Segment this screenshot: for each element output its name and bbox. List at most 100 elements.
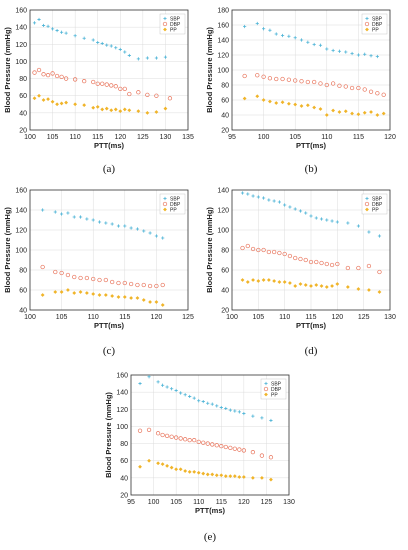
data-point-pp [163,106,168,111]
data-point-pp [41,98,46,102]
y-tick-label: 20 [19,128,27,135]
data-point-pp [55,102,59,107]
data-point-sbp [256,195,260,199]
data-point-sbp [325,218,329,222]
chart-panel-b: 20 40 60 80 100 120 140 160 180 95 100 105 110 115 120… [205,8,396,176]
data-point-dbp [113,84,118,89]
data-point-sbp [154,56,158,60]
y-tick-label: 60 [19,93,27,100]
x-tick-label: 110 [88,314,99,321]
data-point-dbp [255,73,260,78]
y-tick-label: 80 [19,76,27,83]
data-point-dbp [368,89,374,94]
x-tick-label: 100 [24,134,36,141]
data-point-pp [82,103,87,108]
data-point-pp [314,283,319,287]
data-point-sbp [262,196,266,200]
data-point-dbp [274,76,279,82]
data-point-sbp [96,40,100,45]
legend-marker-sbp [365,16,369,21]
x-tick-label: 115 [353,134,364,141]
data-point-dbp [91,276,96,282]
data-point-dbp [343,84,348,89]
data-point-dbp [299,79,304,84]
data-point-dbp [59,270,64,276]
data-point-pp [305,103,310,108]
data-point-pp [205,472,210,477]
data-point-dbp [356,265,361,271]
legend-marker-dbp [364,21,370,27]
y-tick-label: 80 [120,441,128,448]
legend-marker-sbp [365,196,369,201]
data-point-pp [53,290,58,294]
x-axis-label: PTT(ms) [94,321,125,330]
data-point-sbp [46,24,50,28]
data-point-pp [64,100,69,105]
x-tick-label: 115 [119,314,130,321]
data-point-pp [118,109,123,114]
y-tick-label: 140 [116,390,128,397]
x-tick-label: 105 [252,314,264,321]
data-point-dbp [232,446,237,451]
data-point-pp [192,469,197,474]
data-point-dbp [183,437,188,442]
legend-marker-dbp [364,201,370,207]
data-point-pp [169,465,174,470]
data-point-sbp [64,31,68,35]
data-point-sbp [375,54,379,59]
data-point-sbp [219,405,223,410]
data-point-sbp [309,214,313,218]
legend-label-dbp: DBP [170,22,181,28]
data-point-dbp [210,442,215,447]
x-tick-label: 130 [384,314,396,321]
series-pp [242,94,386,117]
data-point-dbp [312,79,317,85]
y-tick-label: 40 [120,475,128,482]
data-point-sbp [41,208,45,212]
data-point-pp [324,113,329,117]
y-tick-label: 120 [217,208,229,215]
data-point-dbp [173,435,179,440]
data-point-pp [381,111,386,116]
series-sbp [240,191,382,238]
data-point-sbp [274,32,278,36]
panel-label: (d) [305,345,318,357]
data-point-dbp [41,72,46,77]
data-point-pp [286,101,291,106]
data-point-dbp [169,434,174,439]
data-point-dbp [282,251,287,257]
data-point-dbp [324,261,329,267]
data-point-sbp [344,50,348,54]
data-point-dbp [241,448,247,453]
data-point-dbp [109,83,114,88]
data-point-sbp [306,40,310,44]
data-point-dbp [136,90,141,95]
data-point-sbp [335,220,339,224]
chart-panel-a: 20 40 60 80 100 120 140 160 100 105 110 115 120 125 13… [3,8,194,176]
legend-marker-sbp [163,196,167,201]
data-point-sbp [350,51,354,56]
data-point-pp [91,105,96,110]
x-tick-label: 115 [92,134,103,141]
data-point-sbp [356,53,360,57]
data-point-dbp [261,74,266,79]
data-point-pp [104,106,109,111]
x-tick-label: 105 [289,134,301,141]
data-point-sbp [312,42,316,47]
y-axis-label: Blood Pressure (mmHg) [3,207,12,293]
data-point-dbp [349,85,355,91]
x-tick-label: 100 [258,134,270,141]
legend-label-pp: PP [170,27,177,33]
data-point-dbp [155,431,161,436]
x-tick-label: 115 [216,499,227,506]
x-tick-label: 105 [47,134,59,141]
data-point-pp [350,111,354,116]
plot-frame [231,189,391,311]
data-point-pp [331,108,336,113]
data-point-pp [375,113,380,117]
data-point-dbp [214,443,219,448]
data-point-dbp [160,432,165,438]
data-point-pp [165,463,170,468]
data-point-dbp [127,91,132,97]
